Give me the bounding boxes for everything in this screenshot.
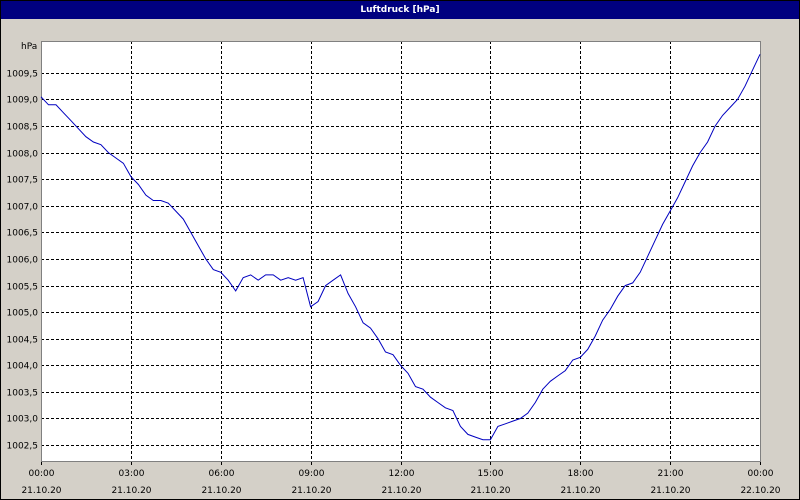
x-tick-date: 21.10.20: [650, 486, 690, 496]
x-tick-time: 18:00: [568, 469, 594, 479]
y-tick-label: 1003,0: [7, 415, 39, 425]
x-tick-date: 21.10.20: [381, 486, 421, 496]
x-tick-date: 21.10.20: [21, 486, 61, 496]
x-tick-time: 21:00: [658, 469, 684, 479]
pressure-series-line: [40, 54, 761, 441]
x-tick-date: 22.10.20: [740, 486, 780, 496]
y-axis-unit: hPa: [21, 42, 37, 52]
y-tick-label: 1003,5: [7, 389, 39, 399]
y-tick-label: 1002,5: [7, 442, 39, 452]
x-tick-time: 00:00: [748, 469, 774, 479]
x-tick-time: 12:00: [389, 469, 415, 479]
x-tick-time: 15:00: [478, 469, 504, 479]
x-tick-time: 06:00: [209, 469, 235, 479]
plot-border: [41, 41, 761, 462]
y-tick-label: 1009,5: [7, 70, 39, 80]
y-tick-label: 1005,0: [7, 309, 39, 319]
x-tick-time: 00:00: [29, 469, 55, 479]
y-tick-label: 1004,0: [7, 362, 39, 372]
y-tick-label: 1009,0: [7, 96, 39, 106]
y-tick-label: 1008,5: [7, 123, 39, 133]
x-tick-date: 21.10.20: [560, 486, 600, 496]
x-tick-date: 21.10.20: [291, 486, 331, 496]
y-tick-label: 1005,5: [7, 283, 39, 293]
plot-area: [41, 41, 760, 461]
y-tick-label: 1004,5: [7, 336, 39, 346]
x-tick-date: 21.10.20: [201, 486, 241, 496]
y-tick-label: 1008,0: [7, 150, 39, 160]
x-tick-date: 21.10.20: [470, 486, 510, 496]
y-tick-label: 1007,0: [7, 203, 39, 213]
y-tick-label: 1006,0: [7, 256, 39, 266]
x-tick-time: 09:00: [299, 469, 325, 479]
x-tick-date: 21.10.20: [111, 486, 151, 496]
pressure-chart: 1002,5 1003,0 1003,5 1004,0 1004,5 1005,0 1005…: [7, 41, 781, 496]
y-tick-label: 1007,5: [7, 176, 39, 186]
window-title: Luftdruck [hPa]: [1, 1, 799, 19]
x-tick-time: 03:00: [119, 469, 145, 479]
y-tick-label: 1006,5: [7, 229, 39, 239]
